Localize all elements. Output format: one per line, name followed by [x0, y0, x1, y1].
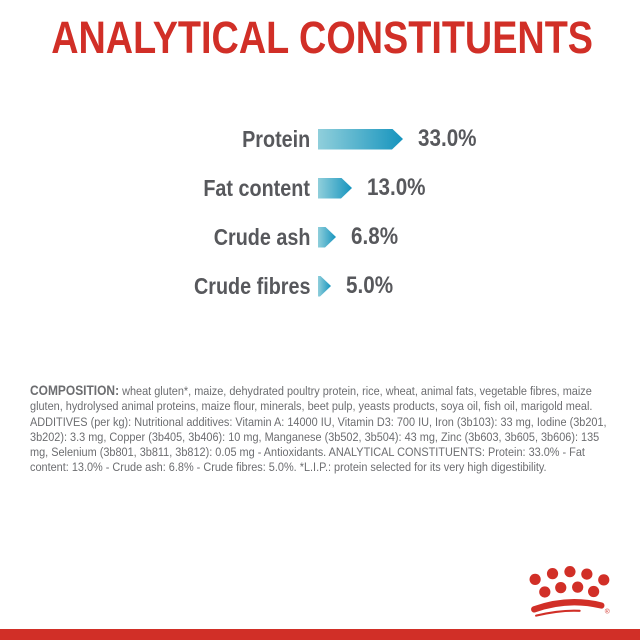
chart-row: Crude fibres 5.0% — [0, 272, 640, 299]
composition-heading: COMPOSITION: — [30, 383, 120, 398]
bar-value-label: 5.0% — [346, 272, 394, 299]
bottom-red-strip — [0, 629, 640, 640]
registered-mark: ® — [605, 608, 610, 616]
bar-label: Protein — [241, 125, 310, 152]
crown-icon: ® — [529, 566, 610, 617]
composition-text: COMPOSITION: wheat gluten*, maize, dehyd… — [30, 383, 613, 476]
bar-value-label: 6.8% — [351, 223, 399, 250]
bar — [318, 178, 352, 199]
chart-row: Crude ash 6.8% — [0, 223, 640, 250]
chart-row: Fat content 13.0% — [0, 174, 640, 201]
bar-value-label: 33.0% — [418, 125, 477, 152]
bar-label: Crude fibres — [193, 272, 310, 299]
royal-canin-crown-logo: ® — [529, 566, 610, 617]
bar — [318, 276, 331, 297]
analytical-constituents-chart: Protein 33.0% Fat content 13.0% Crude as… — [0, 125, 640, 324]
composition-body: wheat gluten*, maize, dehydrated poultry… — [30, 384, 607, 475]
bar — [318, 227, 336, 248]
chart-row: Protein 33.0% — [0, 125, 640, 152]
page-title: ANALYTICAL CONSTITUENTS — [51, 12, 594, 63]
bar — [318, 129, 403, 150]
bar-label: Fat content — [203, 174, 310, 201]
bar-value-label: 13.0% — [367, 174, 426, 201]
bar-label: Crude ash — [213, 223, 310, 250]
